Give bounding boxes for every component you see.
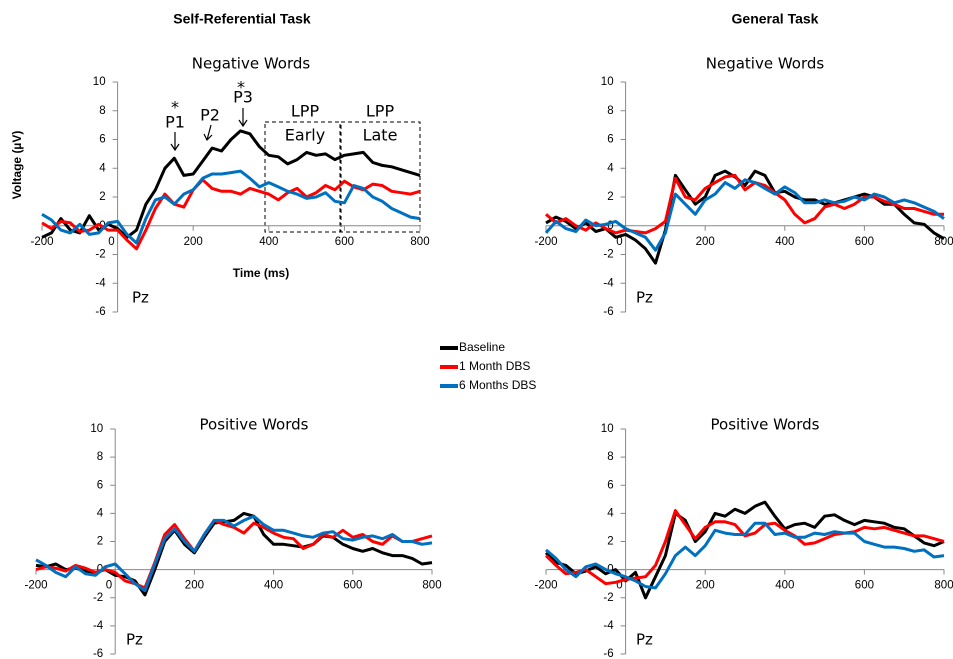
x-tick-label: 200: [185, 580, 204, 592]
y-tick-label: 8: [607, 451, 613, 463]
x-tick-label: 200: [696, 580, 715, 592]
x-tick-label: 800: [934, 236, 953, 248]
series-line: [544, 178, 945, 252]
y-tick-label: 0: [607, 564, 613, 576]
series-line: [545, 173, 944, 235]
y-tick-label: -6: [603, 306, 613, 318]
y-tick-label: -4: [93, 620, 104, 632]
x-tick-label: -200: [534, 236, 557, 248]
x-tick-label: 600: [855, 580, 874, 592]
heading: General Task: [732, 11, 819, 27]
annotation: LPP: [366, 102, 395, 121]
annotation: Late: [363, 126, 398, 145]
chart-title: Negative Words: [706, 55, 825, 73]
legend-label: 6 Months DBS: [459, 378, 536, 392]
y-tick-label: 6: [607, 479, 613, 491]
y-tick-label: -4: [603, 620, 614, 632]
y-tick-label: 6: [97, 479, 103, 491]
y-tick-label: 2: [607, 536, 613, 548]
annotation: P3: [233, 88, 253, 107]
y-tick-label: 8: [97, 451, 103, 463]
y-tick-label: 4: [99, 162, 106, 174]
annotation: *: [237, 78, 245, 97]
y-tick-label: 2: [97, 536, 103, 548]
y-tick-label: 10: [601, 76, 614, 88]
x-tick-label: 800: [410, 236, 429, 248]
lpp-windows: [264, 121, 421, 233]
x-tick-label: 400: [259, 236, 278, 248]
x-tick-label: 400: [775, 236, 794, 248]
y-tick-label: 2: [99, 191, 105, 203]
y-tick-label: 8: [607, 105, 613, 117]
x-axis-label: Time (ms): [233, 266, 289, 280]
x-tick-label: -200: [30, 236, 53, 248]
y-tick-label: -6: [95, 306, 105, 318]
y-tick-label: -2: [603, 592, 613, 604]
chart-title: Negative Words: [192, 55, 311, 73]
annotation: LPP: [291, 102, 320, 121]
legend-label: Baseline: [459, 340, 505, 354]
y-tick-label: 6: [607, 134, 613, 146]
electrode-label: Pz: [636, 631, 653, 649]
electrode-label: Pz: [126, 631, 143, 649]
y-tick-label: -2: [603, 249, 613, 261]
y-axis-label: Voltage (µV): [10, 131, 24, 200]
annotation: P2: [200, 106, 220, 125]
y-tick-label: 10: [93, 76, 106, 88]
electrode-label: Pz: [636, 289, 653, 307]
y-tick-label: 2: [607, 191, 613, 203]
series-line: [41, 169, 421, 245]
x-tick-label: 800: [422, 580, 441, 592]
y-tick-label: -2: [95, 249, 105, 261]
x-tick-label: 600: [855, 236, 874, 248]
y-tick-label: 10: [601, 423, 614, 435]
annotation-arrows: [170, 108, 248, 152]
y-tick-label: -4: [603, 277, 614, 289]
y-tick-label: 4: [607, 507, 614, 519]
x-tick-label: 400: [775, 580, 794, 592]
y-tick-label: 6: [99, 134, 105, 146]
y-tick-label: -6: [603, 648, 613, 659]
chart-title: Positive Words: [711, 416, 820, 434]
x-tick-label: -200: [24, 580, 47, 592]
x-tick-label: 600: [335, 236, 354, 248]
series-line: [545, 521, 945, 590]
y-tick-label: -4: [95, 277, 106, 289]
x-tick-label: 0: [108, 236, 114, 248]
annotation: P1: [165, 113, 185, 132]
y-tick-label: 4: [97, 507, 104, 519]
x-tick-label: -200: [534, 580, 557, 592]
x-tick-label: 800: [934, 580, 953, 592]
x-tick-label: 200: [696, 236, 715, 248]
y-tick-label: 0: [607, 220, 613, 232]
heading: Self-Referential Task: [173, 11, 311, 27]
electrode-label: Pz: [132, 289, 149, 307]
series-line: [35, 518, 433, 590]
x-tick-label: 0: [616, 580, 622, 592]
annotation: *: [171, 98, 179, 117]
x-tick-label: 200: [184, 236, 203, 248]
series-line: [35, 514, 433, 593]
annotation: Early: [285, 126, 325, 145]
y-tick-label: 4: [607, 162, 614, 174]
y-tick-label: -6: [93, 648, 103, 659]
x-tick-label: 600: [343, 580, 362, 592]
x-tick-label: 0: [616, 236, 622, 248]
x-tick-label: 400: [264, 580, 283, 592]
y-tick-label: -2: [93, 592, 103, 604]
y-tick-label: 8: [99, 105, 105, 117]
chart-title: Positive Words: [200, 416, 309, 434]
x-tick-label: 0: [106, 580, 112, 592]
y-tick-label: 10: [90, 423, 103, 435]
legend-label: 1 Month DBS: [459, 359, 530, 373]
